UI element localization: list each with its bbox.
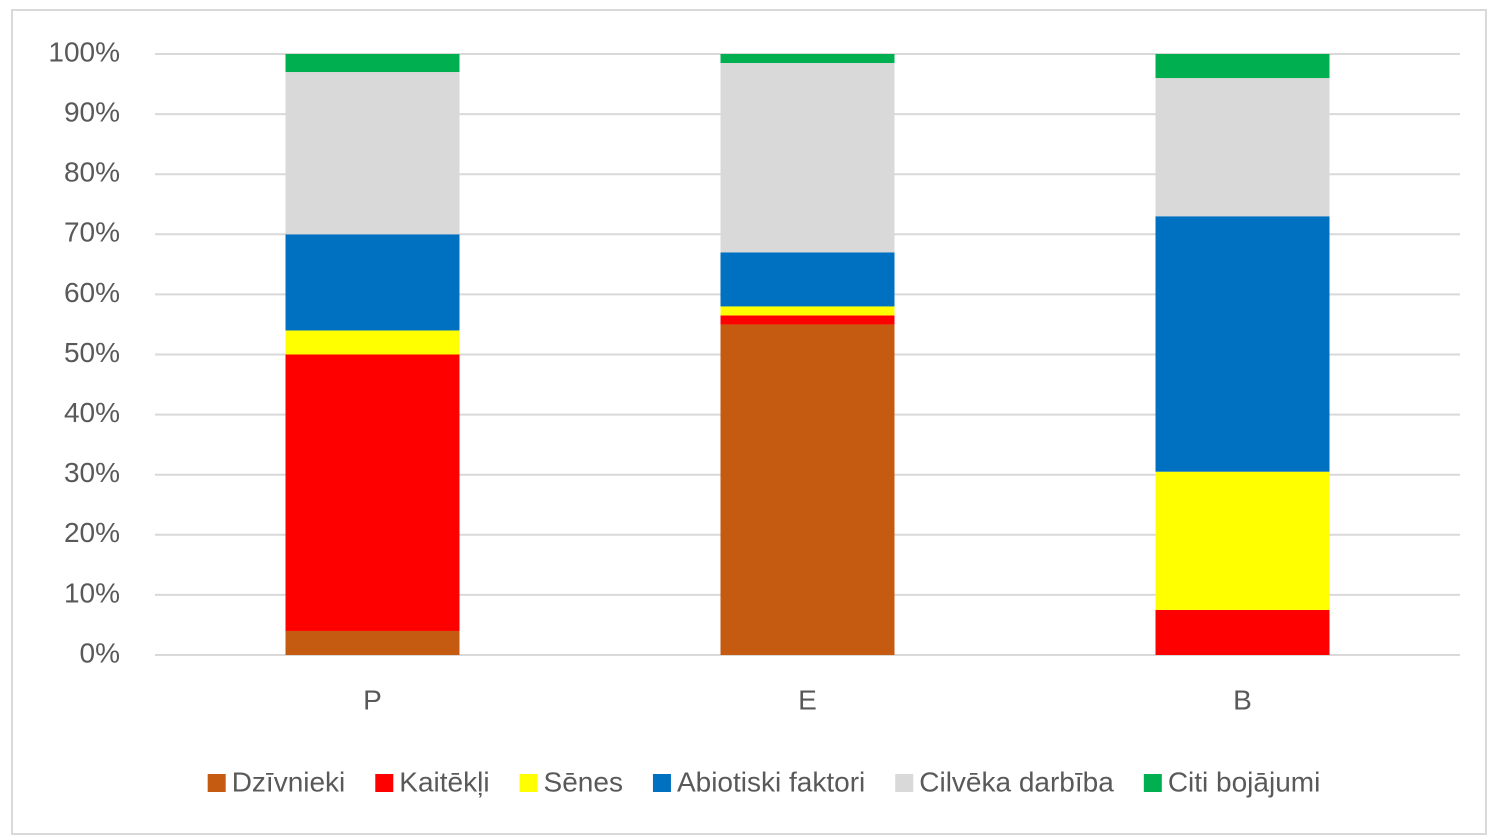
y-tick-label: 10% xyxy=(64,577,120,608)
legend-label: Dzīvnieki xyxy=(232,766,346,797)
bar-segment xyxy=(1155,471,1330,610)
bar-segment xyxy=(1155,609,1330,655)
legend-swatch xyxy=(375,774,394,792)
bar-segment xyxy=(1155,78,1330,217)
bar-segment xyxy=(1155,54,1330,79)
legend-label: Kaitēkļi xyxy=(399,766,489,797)
bar-segment xyxy=(1155,216,1330,472)
bar-segment xyxy=(285,630,460,655)
legend-swatch xyxy=(1143,774,1162,792)
bar-segment xyxy=(720,315,895,325)
legend-swatch xyxy=(207,774,226,792)
legend-swatch xyxy=(652,774,671,792)
y-tick-label: 80% xyxy=(64,157,120,188)
y-tick-label: 30% xyxy=(64,457,120,488)
legend-label: Cilvēka darbība xyxy=(919,766,1114,797)
legend-swatch xyxy=(895,774,914,792)
bar-segment xyxy=(720,306,895,316)
y-tick-label: 20% xyxy=(64,517,120,548)
bar-segment xyxy=(720,252,895,307)
bar-segment xyxy=(285,330,460,355)
y-tick-label: 90% xyxy=(64,96,120,127)
bar-segment xyxy=(285,72,460,235)
bar-segment xyxy=(285,234,460,331)
y-tick-label: 40% xyxy=(64,397,120,428)
bar-segment xyxy=(720,63,895,253)
bar-segment xyxy=(720,54,895,64)
y-tick-label: 50% xyxy=(64,337,120,368)
bar-segment xyxy=(285,54,460,73)
legend-label: Sēnes xyxy=(544,766,623,797)
legend-label: Citi bojājumi xyxy=(1168,766,1321,797)
y-tick-label: 60% xyxy=(64,277,120,308)
bar-segment xyxy=(285,354,460,631)
legend-swatch xyxy=(519,774,538,792)
legend-label: Abiotiski faktori xyxy=(677,766,865,797)
y-tick-label: 70% xyxy=(64,217,120,248)
x-tick-label: E xyxy=(798,684,817,715)
x-tick-label: B xyxy=(1233,684,1252,715)
y-tick-label: 0% xyxy=(80,637,120,668)
bar-segment xyxy=(720,324,895,655)
x-tick-label: P xyxy=(363,684,382,715)
y-tick-label: 100% xyxy=(48,36,120,67)
